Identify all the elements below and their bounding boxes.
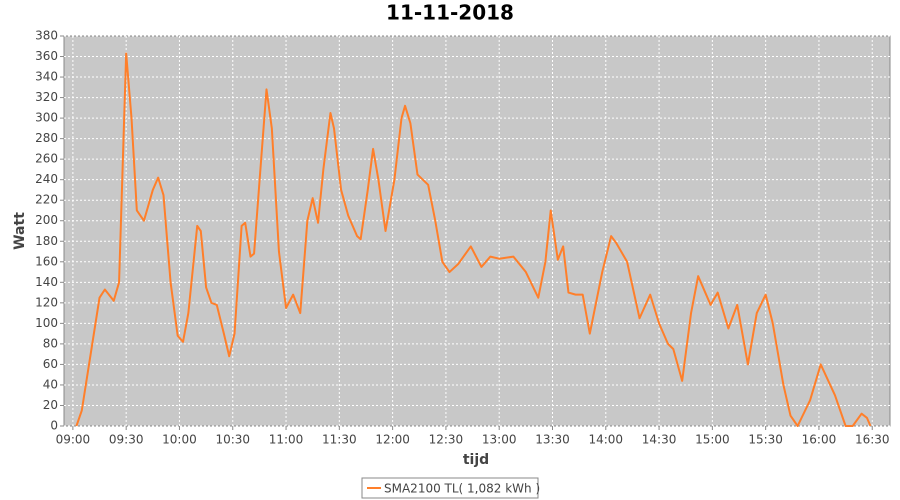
y-tick-label: 220 [35, 193, 58, 207]
x-tick-label: 14:30 [642, 433, 677, 447]
x-tick-label: 12:00 [375, 433, 410, 447]
x-tick-label: 09:30 [109, 433, 144, 447]
y-tick-label: 80 [43, 336, 58, 350]
y-tick-label: 260 [35, 152, 58, 166]
x-tick-label: 13:30 [535, 433, 570, 447]
y-tick-label: 240 [35, 172, 58, 186]
y-tick-label: 320 [35, 90, 58, 104]
y-tick-label: 340 [35, 70, 58, 84]
chart-title: 11-11-2018 [386, 1, 514, 25]
x-tick-label: 11:00 [269, 433, 304, 447]
y-tick-label: 160 [35, 254, 58, 268]
y-axis-title: Watt [12, 212, 28, 250]
x-tick-label: 15:30 [748, 433, 783, 447]
x-tick-label: 16:00 [802, 433, 837, 447]
y-tick-label: 140 [35, 275, 58, 289]
y-tick-label: 0 [50, 419, 58, 433]
x-tick-label: 11:30 [322, 433, 357, 447]
y-tick-label: 300 [35, 111, 58, 125]
x-axis-title: tijd [463, 452, 489, 468]
x-tick-label: 16:30 [855, 433, 890, 447]
x-tick-label: 09:00 [56, 433, 91, 447]
legend [361, 477, 539, 499]
y-tick-label: 100 [35, 316, 58, 330]
y-tick-label: 380 [35, 29, 58, 43]
x-tick-label: 14:00 [588, 433, 623, 447]
y-tick-label: 20 [43, 398, 58, 412]
y-tick-label: 40 [43, 377, 58, 391]
x-tick-label: 13:00 [482, 433, 517, 447]
data-line [75, 52, 872, 427]
x-tick-label: 10:30 [215, 433, 250, 447]
x-tick-label: 15:00 [695, 433, 730, 447]
plot-area [63, 35, 891, 427]
x-tick-label: 10:00 [162, 433, 197, 447]
y-tick-label: 120 [35, 295, 58, 309]
legend-label: SMA2100 TL( 1,082 kWh ) [384, 482, 540, 496]
y-tick-label: 180 [35, 234, 58, 248]
y-tick-label: 60 [43, 357, 58, 371]
y-tick-label: 200 [35, 213, 58, 227]
x-tick-label: 12:30 [429, 433, 464, 447]
y-tick-label: 280 [35, 131, 58, 145]
y-tick-label: 360 [35, 49, 58, 63]
